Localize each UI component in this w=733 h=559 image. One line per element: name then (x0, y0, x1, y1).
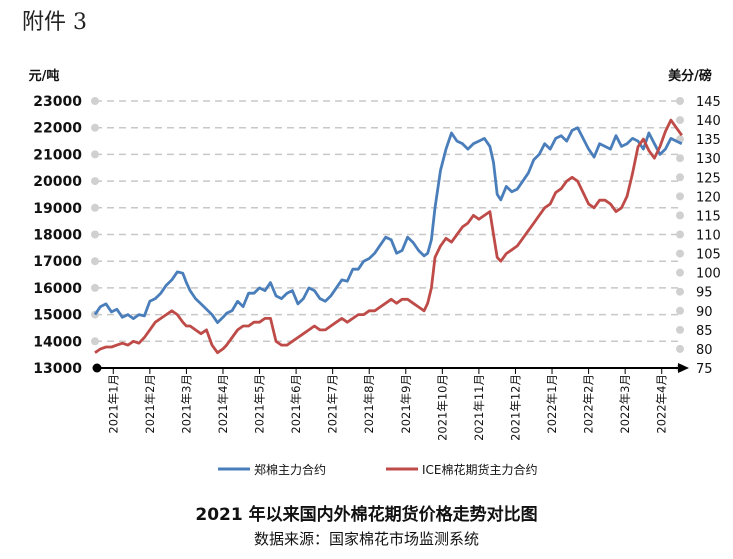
right-tick-label: 100 (696, 267, 721, 282)
right-tick-dot (676, 325, 684, 334)
right-tick-dot (676, 230, 684, 239)
x-tick-label: 2021年4月 (216, 374, 230, 434)
x-axis-origin-dot (92, 363, 102, 373)
legend: 郑棉主力合约 ICE棉花期货主力合约 (218, 462, 538, 477)
x-tick-label: 2021年1月 (106, 374, 120, 434)
right-tick-label: 140 (696, 114, 721, 129)
left-tick-label: 20000 (33, 174, 82, 190)
right-tick-dot (676, 344, 684, 353)
right-axis: 75 80 85 90 95 100 105 110 115 120 125 130 135 140 145 (676, 95, 721, 377)
right-tick-label: 85 (696, 324, 713, 339)
gridline-dot-left (91, 257, 99, 266)
x-tick-label: 2021年2月 (143, 374, 157, 434)
left-tick-label: 13000 (33, 361, 82, 377)
right-tick-label: 80 (696, 343, 713, 358)
left-axis: 13000 14000 15000 16000 17000 18000 19000 20000… (33, 94, 82, 377)
x-axis: 2021年1月 2021年2月 2021年3月 2021年4月 2021年5月 2021年… (92, 363, 689, 441)
series-lines (93, 118, 683, 355)
legend-label-ice: ICE棉花期货主力合约 (422, 462, 538, 477)
x-tick-label: 2021年6月 (289, 374, 303, 434)
gridline-dot-left (91, 283, 99, 292)
left-tick-label: 15000 (33, 308, 82, 324)
gridline-dot-left (91, 150, 99, 159)
x-tick-label: 2021年9月 (399, 374, 413, 434)
grid-lines (91, 97, 680, 346)
left-tick-label: 22000 (33, 121, 82, 137)
left-tick-label: 16000 (33, 281, 82, 297)
left-tick-label: 17000 (33, 254, 82, 270)
right-tick-label: 110 (696, 229, 721, 244)
x-tick-label: 2021年3月 (179, 374, 193, 434)
left-tick-label: 14000 (33, 334, 82, 350)
right-tick-label: 145 (696, 95, 721, 110)
right-tick-label: 75 (696, 362, 713, 377)
gridline-dot-left (91, 203, 99, 212)
x-tick-label: 2022年3月 (618, 374, 632, 434)
right-tick-label: 90 (696, 305, 713, 320)
right-tick-dot (676, 154, 684, 163)
left-tick-label: 23000 (33, 94, 82, 110)
x-tick-label: 2022年1月 (545, 374, 559, 434)
price-comparison-chart: 13000 14000 15000 16000 17000 18000 19000 20000… (29, 68, 721, 477)
right-tick-dot (676, 268, 684, 277)
gridline-dot-left (91, 337, 99, 346)
right-tick-label: 95 (696, 286, 713, 301)
x-tick-label: 2021年7月 (326, 374, 340, 434)
right-tick-label: 125 (696, 171, 721, 186)
x-tick-label: 2022年4月 (655, 374, 669, 434)
right-tick-dot (676, 249, 684, 258)
right-tick-label: 135 (696, 133, 721, 148)
left-tick-label: 19000 (33, 201, 82, 217)
right-tick-label: 105 (696, 248, 721, 263)
right-tick-dot (676, 306, 684, 315)
right-tick-dot (676, 192, 684, 201)
right-tick-dot (676, 97, 684, 105)
gridline-dot-left (91, 97, 99, 105)
left-axis-unit: 元/吨 (29, 68, 60, 84)
series-line-ice (94, 118, 683, 355)
left-tick-label: 21000 (33, 147, 82, 163)
right-tick-label: 120 (696, 190, 721, 205)
left-tick-label: 18000 (33, 228, 82, 244)
x-axis-arrow (678, 363, 689, 373)
chart-title: 2021 年以来国内外棉花期货价格走势对比图 (195, 505, 538, 525)
gridline-dot-left (91, 230, 99, 239)
gridline-dot-left (91, 123, 99, 132)
right-tick-label: 130 (696, 152, 721, 167)
right-tick-dot (676, 173, 684, 182)
x-tick-label: 2021年12月 (508, 374, 522, 441)
right-tick-dot (676, 211, 684, 220)
data-source: 数据来源：国家棉花市场监测系统 (253, 530, 479, 548)
right-tick-dot (676, 287, 684, 296)
page-heading: 附件 3 (22, 10, 87, 35)
x-tick-label: 2021年10月 (435, 374, 449, 441)
right-tick-label: 115 (696, 209, 721, 224)
x-tick-label: 2021年11月 (472, 374, 486, 441)
x-tick-label: 2022年2月 (582, 374, 596, 434)
legend-label-zce: 郑棉主力合约 (254, 462, 326, 477)
right-axis-unit: 美分/磅 (668, 68, 712, 84)
x-tick-label: 2021年8月 (362, 374, 376, 434)
gridline-dot-left (91, 177, 99, 186)
right-tick-dot (676, 116, 684, 125)
x-tick-label: 2021年5月 (253, 374, 267, 434)
series-line-zce (93, 126, 683, 325)
